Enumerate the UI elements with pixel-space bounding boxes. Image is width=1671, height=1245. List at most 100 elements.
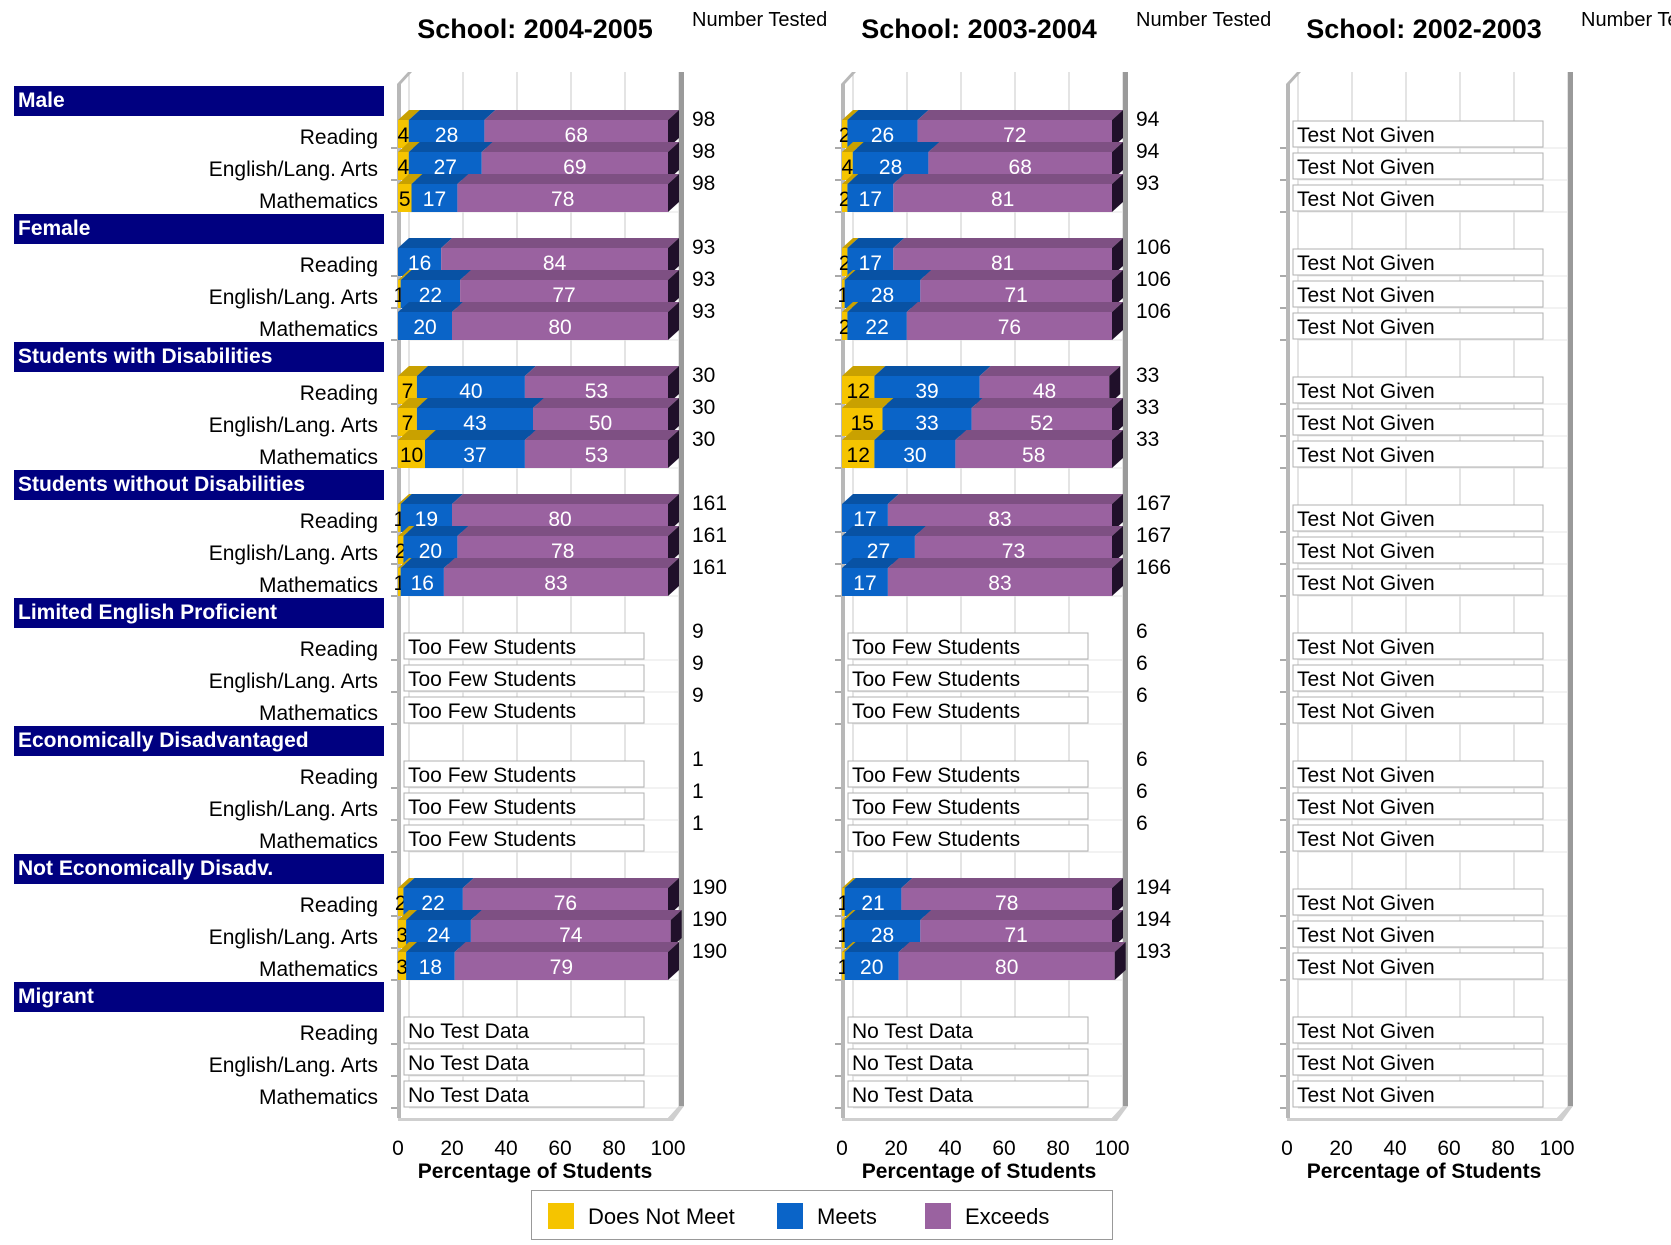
x-tick-label: 100 — [1094, 1137, 1129, 1160]
number-tested-value: 94 — [1136, 108, 1160, 131]
number-tested-value: 30 — [692, 428, 715, 451]
bar-end-cap — [668, 942, 679, 980]
note-box — [1292, 184, 1544, 212]
bar-top-exceeds — [971, 398, 1123, 408]
number-tested-value: 194 — [1136, 876, 1171, 899]
legend-label-does-not-meet: Does Not Meet — [588, 1204, 735, 1229]
bar-value-label: 19 — [415, 508, 438, 531]
bar-value-label: 17 — [859, 188, 882, 211]
note-text: Too Few Students — [852, 828, 1020, 851]
bar-segment-does-not-meet — [842, 952, 845, 980]
note-box — [1292, 1016, 1544, 1044]
subject-label-female-reading: Reading — [299, 254, 378, 277]
note-text: Test Not Given — [1297, 764, 1435, 787]
bar-end-cap — [1114, 942, 1126, 980]
number-tested-value: 9 — [692, 620, 704, 643]
bar-end-cap — [668, 238, 679, 276]
bar-segment-exceeds — [443, 568, 668, 596]
x-tick-label: 80 — [1491, 1137, 1514, 1160]
bar-segment-exceeds — [454, 952, 668, 980]
x-axis-title: Percentage of Students — [417, 1160, 653, 1183]
note-text: Test Not Given — [1297, 156, 1435, 179]
bar-top-meets — [416, 398, 544, 408]
bar-value-label: 48 — [1033, 380, 1056, 403]
bar-top-exceeds — [928, 142, 1123, 152]
number-tested-value: 9 — [692, 652, 704, 675]
x-tick-label: 40 — [1383, 1137, 1406, 1160]
bar-top-meets — [403, 526, 469, 536]
legend-swatch-meets — [777, 1203, 803, 1229]
bar-value-label: 58 — [1022, 444, 1045, 467]
bar-value-label: 10 — [400, 444, 423, 467]
number-tested-value: 98 — [692, 172, 715, 195]
bar-value-label: 20 — [860, 956, 883, 979]
note-box — [1292, 792, 1544, 820]
bar-value-label: 53 — [585, 380, 608, 403]
note-box — [403, 824, 645, 852]
bar-top-does-not-meet — [842, 174, 859, 184]
note-box — [847, 1080, 1089, 1108]
right-wall — [1112, 72, 1128, 1118]
subject-label-migrant-english-lang-arts: English/Lang. Arts — [208, 1054, 378, 1077]
bar-top-does-not-meet — [842, 430, 886, 440]
note-box — [847, 632, 1089, 660]
bar-top-meets — [847, 110, 929, 120]
bar-top-does-not-meet — [842, 878, 856, 888]
bar-segment-meets — [411, 184, 458, 212]
bar-top-meets — [874, 430, 967, 440]
note-text: Test Not Given — [1297, 796, 1435, 819]
note-box — [847, 696, 1089, 724]
bar-top-does-not-meet — [398, 270, 412, 280]
note-text: Test Not Given — [1297, 508, 1435, 531]
legend-label-exceeds: Exceeds — [965, 1204, 1050, 1229]
note-text: Too Few Students — [852, 636, 1020, 659]
panel-title: School: 2003-2004 — [861, 14, 1097, 44]
bar-top-exceeds — [893, 238, 1123, 248]
group-header-female: Female — [14, 214, 384, 244]
bar-top-exceeds — [955, 430, 1123, 440]
group-header-migrant: Migrant — [14, 982, 384, 1012]
note-box — [1292, 248, 1544, 276]
number-tested-value: 1 — [692, 780, 704, 803]
bar-value-label: 16 — [408, 252, 431, 275]
bar-end-cap — [1112, 302, 1123, 340]
bar-top-does-not-meet — [842, 270, 856, 280]
bar-segment-does-not-meet — [398, 504, 401, 532]
bar-value-label: 1 — [838, 924, 850, 947]
bar-top-meets — [844, 942, 910, 952]
bar-value-label: 7 — [402, 412, 414, 435]
bar-end-cap — [1112, 110, 1123, 148]
subject-label-migrant-reading: Reading — [299, 1022, 378, 1045]
note-box — [403, 664, 645, 692]
bar-top-meets — [844, 270, 932, 280]
bar-value-label: 28 — [871, 284, 894, 307]
bar-top-meets — [398, 238, 453, 248]
x-tick-label: 0 — [392, 1137, 404, 1160]
note-text: Too Few Students — [852, 700, 1020, 723]
note-text: Test Not Given — [1297, 956, 1435, 979]
bar-top-exceeds — [898, 942, 1126, 952]
bar-top-does-not-meet — [398, 910, 418, 920]
bar-value-label: 71 — [1004, 284, 1027, 307]
subject-label-students-without-disabilities-mathematics: Mathematics — [258, 574, 378, 597]
number-tested-value: 6 — [1136, 684, 1148, 707]
chart-panel-3: School: 2002-2003 Number Tested Percentage… — [1279, 0, 1671, 1245]
bar-segment-meets — [847, 184, 894, 212]
bar-segment-exceeds — [887, 568, 1112, 596]
bar-value-label: 2 — [839, 316, 851, 339]
subject-label-not-economically-disadv-reading: Reading — [299, 894, 378, 917]
bar-top-meets — [411, 174, 469, 184]
bar-value-label: 33 — [915, 412, 938, 435]
bar-value-label: 1 — [838, 956, 850, 979]
bar-top-meets — [852, 142, 940, 152]
note-box — [1292, 280, 1544, 308]
bar-value-label: 1 — [394, 572, 406, 595]
bar-top-exceeds — [887, 558, 1123, 568]
number-tested-value: 93 — [1136, 172, 1159, 195]
bar-value-label: 78 — [551, 540, 574, 563]
bar-value-label: 72 — [1003, 124, 1026, 147]
bar-value-label: 30 — [903, 444, 926, 467]
x-tick-label: 20 — [1329, 1137, 1352, 1160]
bar-end-cap — [1112, 142, 1123, 180]
